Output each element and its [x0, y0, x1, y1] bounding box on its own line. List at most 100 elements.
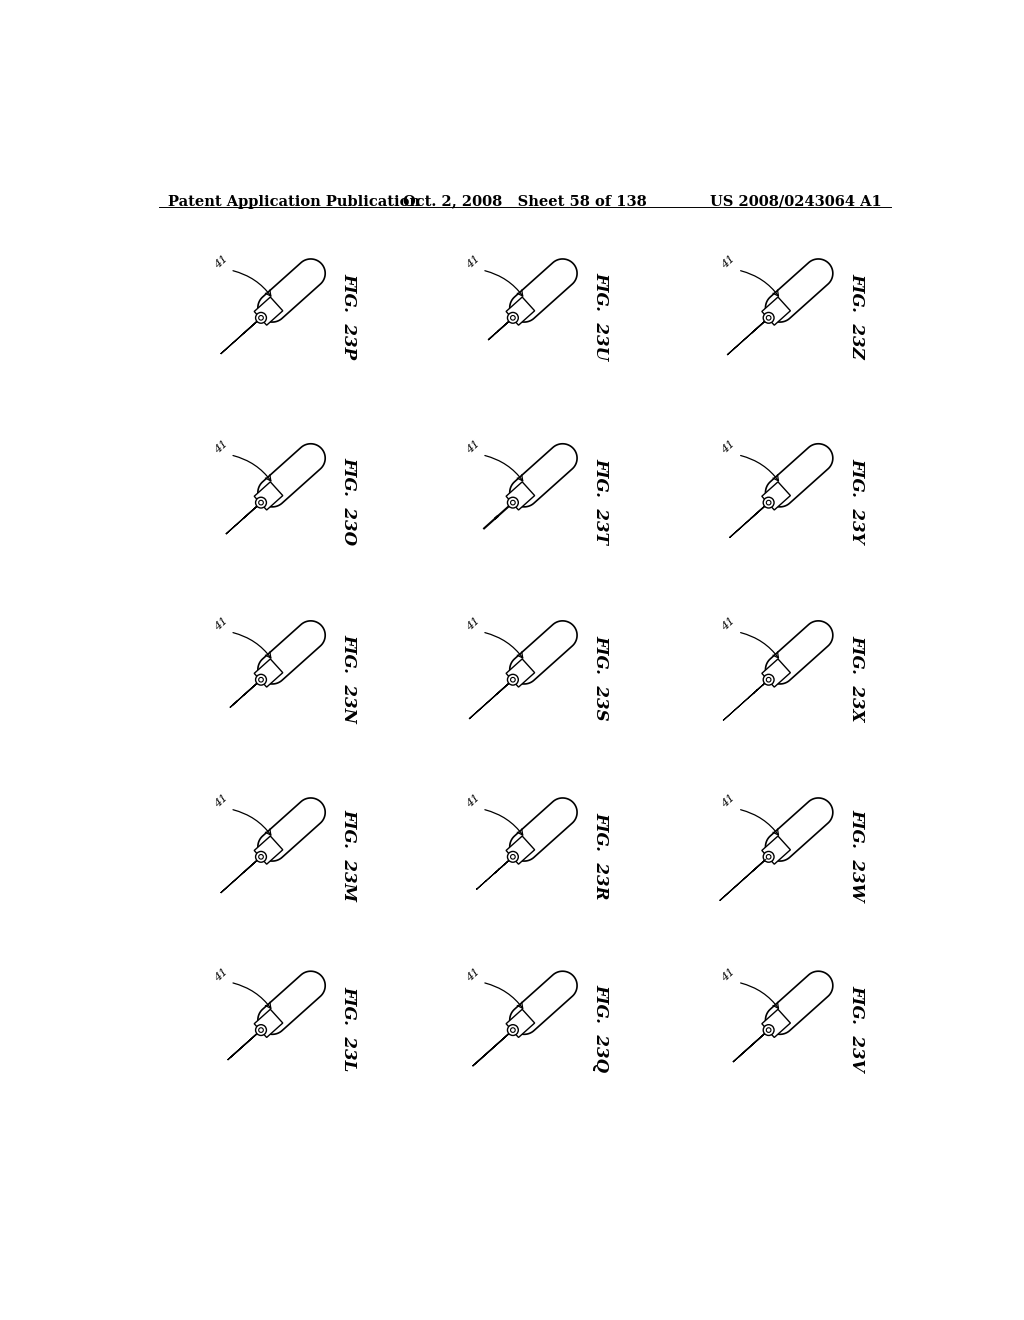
Circle shape: [508, 675, 518, 685]
Polygon shape: [243, 677, 263, 696]
Polygon shape: [762, 659, 791, 688]
Text: US 2008/0243064 A1: US 2008/0243064 A1: [710, 194, 882, 209]
Text: FIG.  23O: FIG. 23O: [340, 457, 357, 545]
Polygon shape: [469, 680, 513, 719]
Circle shape: [256, 313, 266, 323]
Text: 41: 41: [464, 793, 481, 810]
Polygon shape: [733, 1030, 770, 1063]
Text: FIG.  23Z: FIG. 23Z: [848, 273, 865, 359]
Polygon shape: [497, 677, 516, 694]
Polygon shape: [230, 680, 261, 708]
Circle shape: [766, 315, 771, 321]
Polygon shape: [766, 799, 833, 861]
Text: FIG.  23R: FIG. 23R: [592, 812, 609, 899]
Text: 41: 41: [720, 615, 737, 632]
Polygon shape: [506, 836, 535, 865]
Text: FIG.  23P: FIG. 23P: [340, 273, 357, 359]
Text: 41: 41: [212, 966, 229, 983]
Text: 41: 41: [464, 966, 481, 983]
Text: FIG.  23S: FIG. 23S: [592, 635, 609, 721]
Circle shape: [508, 313, 518, 323]
Polygon shape: [510, 620, 578, 684]
Circle shape: [508, 498, 518, 508]
Text: FIG.  23L: FIG. 23L: [340, 986, 357, 1072]
Circle shape: [511, 1028, 515, 1032]
Polygon shape: [506, 659, 535, 688]
Polygon shape: [510, 259, 578, 322]
Polygon shape: [258, 972, 326, 1035]
Polygon shape: [749, 675, 774, 697]
Circle shape: [259, 500, 263, 506]
Polygon shape: [258, 799, 326, 861]
Text: 41: 41: [720, 793, 737, 810]
Polygon shape: [244, 500, 264, 517]
Polygon shape: [762, 482, 791, 510]
Polygon shape: [506, 1010, 535, 1038]
Circle shape: [763, 498, 774, 508]
Circle shape: [766, 500, 771, 506]
Polygon shape: [475, 1027, 516, 1064]
Text: 41: 41: [720, 438, 737, 455]
Polygon shape: [254, 297, 283, 325]
Polygon shape: [476, 857, 513, 890]
Polygon shape: [752, 853, 773, 871]
Circle shape: [763, 1024, 774, 1035]
Circle shape: [256, 851, 266, 862]
Polygon shape: [258, 444, 326, 507]
Polygon shape: [510, 444, 578, 507]
Text: FIG.  23X: FIG. 23X: [848, 635, 865, 722]
Polygon shape: [243, 315, 264, 334]
Polygon shape: [506, 297, 535, 325]
Text: FIG.  23Y: FIG. 23Y: [848, 458, 865, 544]
Polygon shape: [258, 620, 326, 684]
Polygon shape: [766, 620, 833, 684]
Circle shape: [511, 677, 515, 682]
Text: FIG.  23V: FIG. 23V: [848, 985, 865, 1072]
Circle shape: [259, 315, 263, 321]
Text: 41: 41: [720, 966, 737, 983]
Circle shape: [511, 854, 515, 859]
Text: 41: 41: [464, 615, 481, 632]
Circle shape: [508, 851, 518, 862]
Text: 41: 41: [212, 253, 229, 271]
Circle shape: [766, 854, 771, 859]
Text: FIG.  23U: FIG. 23U: [592, 272, 609, 360]
Polygon shape: [762, 836, 791, 865]
Text: 41: 41: [720, 253, 737, 271]
Text: Patent Application Publication: Patent Application Publication: [168, 194, 420, 209]
Text: FIG.  23W: FIG. 23W: [848, 809, 865, 902]
Circle shape: [508, 1024, 518, 1035]
Circle shape: [766, 1028, 771, 1032]
Polygon shape: [510, 799, 578, 861]
Polygon shape: [226, 502, 261, 535]
Polygon shape: [762, 1010, 791, 1038]
Text: FIG.  23N: FIG. 23N: [340, 634, 357, 722]
Polygon shape: [751, 499, 773, 519]
Text: Oct. 2, 2008   Sheet 58 of 138: Oct. 2, 2008 Sheet 58 of 138: [402, 194, 647, 209]
Polygon shape: [738, 1024, 775, 1057]
Polygon shape: [244, 850, 269, 873]
Text: FIG.  23T: FIG. 23T: [592, 458, 609, 544]
Polygon shape: [510, 972, 578, 1035]
Polygon shape: [766, 972, 833, 1035]
Text: 41: 41: [464, 253, 481, 271]
Polygon shape: [488, 317, 513, 341]
Text: 41: 41: [212, 438, 229, 455]
Circle shape: [511, 500, 515, 506]
Polygon shape: [766, 444, 833, 507]
Circle shape: [256, 675, 266, 685]
Polygon shape: [766, 259, 833, 322]
Polygon shape: [254, 1010, 283, 1038]
Polygon shape: [729, 502, 769, 537]
Circle shape: [763, 675, 774, 685]
Polygon shape: [254, 659, 283, 688]
Circle shape: [766, 677, 771, 682]
Circle shape: [511, 315, 515, 321]
Circle shape: [763, 851, 774, 862]
Circle shape: [256, 498, 266, 508]
Polygon shape: [221, 317, 261, 354]
Polygon shape: [254, 482, 283, 510]
Polygon shape: [254, 836, 283, 865]
Circle shape: [259, 854, 263, 859]
Circle shape: [259, 677, 263, 682]
